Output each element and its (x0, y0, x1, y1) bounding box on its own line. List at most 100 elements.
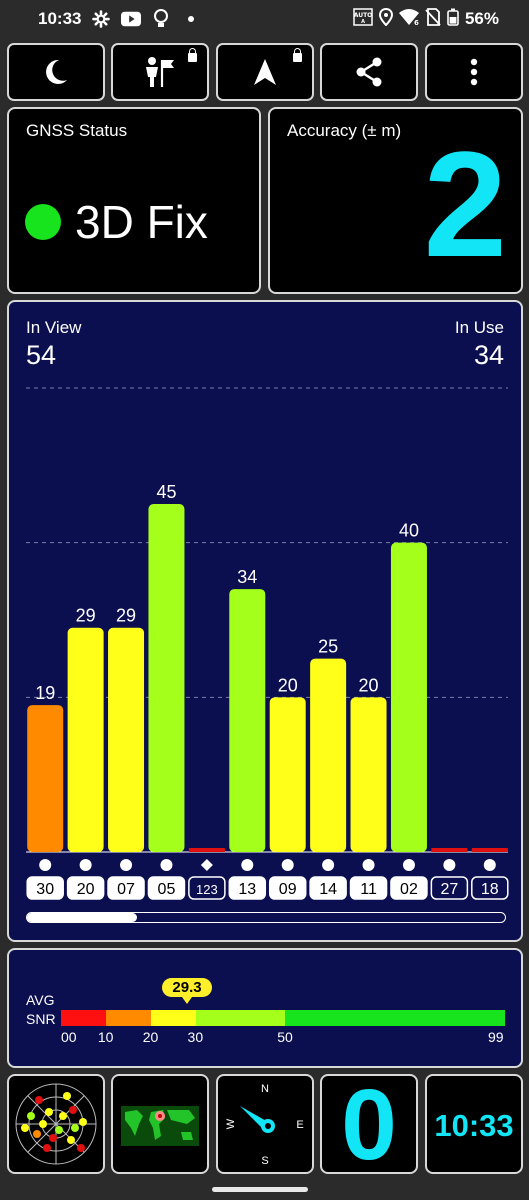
night-mode-button[interactable] (7, 43, 105, 101)
signal-bar (67, 627, 104, 852)
clock-display: 10:33 (434, 1108, 514, 1143)
snr-segment (195, 1010, 286, 1026)
constellation-marker (362, 859, 375, 871)
navigation-arrow-icon (254, 59, 276, 85)
snr-scale: 00 10 20 30 50 99 (61, 1010, 505, 1060)
snr-bar-chart: 19 30 29 20 29 07 45 05 123 34 13 20 09 25 14 20 11 40 02 2… (26, 387, 509, 900)
svg-text:6: 6 (414, 19, 419, 26)
lock-icon (293, 48, 302, 62)
snr-segment (150, 1010, 196, 1026)
satellite-id-label: 14 (319, 881, 337, 898)
satellite-id-label: 07 (117, 881, 135, 898)
bar-value-label: 20 (359, 675, 379, 695)
satellite-id-box (471, 876, 509, 900)
satellite-id-box (430, 876, 469, 900)
bar-value-label: 34 (237, 567, 257, 587)
sky-plot-icon (15, 1083, 97, 1165)
svg-text:AUTO: AUTO (354, 12, 373, 19)
constellation-marker (281, 859, 294, 871)
snr-tick-label: 00 (61, 1029, 77, 1045)
share-icon (356, 57, 382, 87)
svg-text:A: A (361, 19, 365, 25)
navigate-button[interactable] (216, 43, 314, 101)
signal-bar (27, 705, 64, 852)
signal-bar (390, 542, 427, 852)
signal-bar (310, 658, 347, 852)
satellite-id-label: 13 (238, 881, 256, 898)
status-bar: 10:33 AUTO A 6 56% (0, 0, 529, 38)
satellite-id-label: 18 (481, 881, 499, 898)
constellation-marker (322, 859, 335, 871)
bar-value-label: 19 (35, 683, 55, 703)
sky-plot-button[interactable] (7, 1074, 105, 1174)
more-options-button[interactable] (425, 43, 523, 101)
fix-indicator-icon (25, 204, 61, 240)
gnss-status-panel[interactable]: GNSS Status 3D Fix (7, 107, 261, 294)
signal-bar (229, 589, 266, 852)
satellite-id-box (188, 876, 226, 900)
constellation-marker (241, 859, 254, 871)
speed-display-button[interactable]: 0 (320, 1074, 418, 1174)
compass-east: E (296, 1119, 303, 1131)
world-map-button[interactable] (111, 1074, 209, 1174)
avg-snr-panel[interactable]: AVG SNR 00 10 20 30 50 99 29.3 (7, 948, 523, 1068)
compass-button[interactable]: N E S W (216, 1074, 314, 1174)
satellite-id-box (390, 876, 428, 900)
snr-segment (285, 1010, 505, 1026)
accuracy-panel[interactable]: Accuracy (± m) 2 (268, 107, 523, 294)
status-time: 10:33 (38, 9, 82, 28)
dot-icon (181, 9, 201, 29)
guide-flag-icon (146, 57, 174, 87)
accuracy-label: Accuracy (± m) (287, 121, 402, 140)
satellite-scrollbar[interactable] (26, 912, 506, 923)
bar-value-label: 25 (318, 637, 338, 657)
world-map-icon (121, 1106, 199, 1146)
satellite-id-box (147, 876, 186, 900)
satellite-id-box (349, 876, 388, 900)
bar-value-label: 40 (399, 521, 419, 541)
satellite-id-label: 09 (279, 881, 297, 898)
satellite-id-label: 20 (77, 881, 95, 898)
no-sim-icon (425, 7, 441, 31)
bottom-tools: N E S W 0 10:33 (7, 1074, 523, 1174)
satellite-id-box (26, 876, 64, 900)
snr-segment (105, 1010, 151, 1026)
snr-tick-label: 20 (142, 1029, 159, 1045)
accuracy-value: 2 (423, 120, 507, 288)
constellation-marker (402, 859, 415, 871)
bar-value-label: 29 (116, 606, 136, 626)
signal-bar (148, 504, 185, 852)
satellite-id-label: 30 (36, 881, 54, 898)
toolbar (7, 43, 523, 101)
clock-display-button[interactable]: 10:33 (425, 1074, 523, 1174)
compass-icon: N E S W (225, 1083, 304, 1167)
gear-icon (91, 9, 111, 29)
in-use-label: In Use (454, 318, 504, 337)
snr-segment (61, 1010, 106, 1026)
youtube-icon (121, 9, 142, 29)
in-view-count: 54 (26, 340, 57, 370)
bar-value-label: 45 (156, 482, 176, 502)
signal-bar (471, 848, 508, 852)
auto-brightness-icon: AUTO A (353, 7, 373, 31)
guide-button[interactable] (111, 43, 209, 101)
in-use-count: 34 (473, 340, 504, 370)
constellation-marker (79, 859, 92, 871)
snr-tick-label: 30 (187, 1029, 204, 1045)
snr-tick-label: 10 (97, 1029, 114, 1045)
share-button[interactable] (320, 43, 418, 101)
bulb-icon (151, 9, 171, 29)
constellation-marker (200, 859, 213, 871)
avg-label: AVG (26, 992, 55, 1008)
speed-display: 0 (341, 1074, 397, 1174)
satellite-id-box (66, 876, 105, 900)
bar-value-label: 20 (278, 675, 298, 695)
satellite-id-label: 27 (440, 881, 458, 898)
satellite-signal-panel[interactable]: In View 54 In Use 34 19 30 29 20 29 07 45 05 123… (7, 300, 523, 942)
signal-bar (431, 848, 468, 852)
more-vert-icon (470, 58, 478, 86)
satellite-id-box (309, 876, 347, 900)
scrollbar-thumb[interactable] (27, 913, 137, 922)
battery-level: 56% (464, 9, 499, 28)
gesture-nav-bar[interactable] (212, 1187, 308, 1192)
